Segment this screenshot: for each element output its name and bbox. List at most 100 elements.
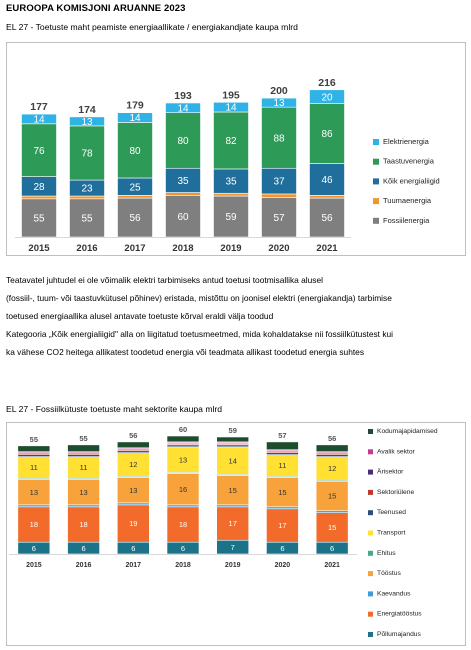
- data-label: 80: [177, 136, 189, 147]
- data-label: 55: [81, 214, 93, 225]
- bar-segment-toostus: [266, 476, 299, 508]
- data-label: 37: [273, 177, 285, 188]
- total-label: 200: [270, 85, 288, 97]
- bar-segment-fossiilenergia: [165, 195, 201, 238]
- legend-label-avalik-sektor: Avalik sektor: [377, 448, 416, 455]
- total-label: 56: [328, 434, 336, 443]
- bar-segment-koik-energialiigid: [213, 168, 249, 194]
- bar-segment-energiatoostus: [17, 506, 51, 543]
- bar-segment-tuumaenergia: [117, 195, 153, 199]
- data-label: 18: [30, 520, 38, 529]
- data-label: 86: [321, 129, 333, 140]
- data-label: 14: [129, 113, 141, 124]
- x-tick-label: 2016: [76, 243, 97, 254]
- data-label: 6: [181, 544, 185, 553]
- legend-label-sektoriulene: Sektoriülene: [377, 489, 414, 496]
- bar-segment-taastuvenergia: [213, 111, 249, 170]
- bar-segment-tuumaenergia: [165, 192, 201, 196]
- legend-label-kaevandus: Kaevandus: [377, 590, 411, 597]
- data-label: 6: [131, 544, 135, 553]
- paragraph-line: (fossiil-, tuum- või taastuvkütusel põhi…: [6, 293, 392, 303]
- bar-segment-kodumajapidamised: [315, 444, 349, 453]
- data-label: 23: [81, 184, 93, 195]
- bar-segment-fossiilenergia: [309, 197, 345, 238]
- bar-segment-elektrienergia: [213, 101, 249, 113]
- figure1-caption: EL 27 - Toetuste maht peamiste energiaal…: [6, 22, 298, 32]
- total-label: 177: [30, 101, 48, 113]
- bar-segment-taastuvenergia: [261, 106, 297, 169]
- data-label: 15: [278, 488, 286, 497]
- data-label: 13: [79, 488, 87, 497]
- data-label: 15: [328, 523, 336, 532]
- data-label: 17: [229, 519, 237, 528]
- paragraph-line: toetused energiaallika alusel antavate t…: [6, 311, 274, 321]
- legend-label-kodumajapidamised: Kodumajapidamised: [377, 428, 438, 435]
- fossil-sector-chart-svg: 6 18 13 11 55 2015 6 18 13 11 55 2016 6 19 13 12 56 2017 6…: [9, 425, 438, 638]
- bar-segment-kodumajapidamised: [17, 445, 51, 453]
- legend-label-energiatoostus: Energiatööstus: [377, 611, 422, 618]
- data-label: 18: [179, 520, 187, 529]
- total-label: 55: [79, 434, 87, 443]
- bar-segment-toostus: [315, 480, 349, 512]
- legend-label-pollumajandus: Põllumajandus: [377, 631, 422, 638]
- data-label: 11: [80, 463, 88, 472]
- x-tick-label: 2017: [125, 562, 141, 569]
- bar-segment-koik-energialiigid: [165, 167, 201, 193]
- total-label: 195: [222, 89, 240, 101]
- bar-segment-tuumaenergia: [309, 195, 345, 199]
- data-label: 12: [129, 460, 137, 469]
- data-label: 13: [273, 98, 285, 109]
- data-label: 11: [279, 461, 287, 470]
- legend-swatch-arisektor: [368, 469, 373, 475]
- bar-segment-elektrienergia: [309, 89, 345, 104]
- legend-swatch-kaevandus: [368, 591, 373, 597]
- bar-segment-tuumaenergia: [21, 195, 57, 200]
- data-label: 13: [129, 486, 137, 495]
- bar-segment-energiatoostus: [116, 504, 150, 543]
- data-label: 20: [321, 92, 333, 103]
- data-label: 6: [280, 544, 284, 553]
- data-label: 55: [33, 214, 45, 225]
- data-label: 18: [79, 520, 87, 529]
- data-label: 15: [229, 486, 237, 495]
- data-label: 16: [179, 485, 187, 494]
- data-label: 88: [273, 133, 285, 144]
- bar-segment-energiatoostus: [166, 506, 200, 543]
- total-label: 193: [174, 90, 192, 102]
- data-label: 17: [278, 521, 286, 530]
- bar-segment-tuumaenergia: [261, 193, 297, 198]
- legend-swatch-toostus: [368, 571, 373, 577]
- bar-segment-kodumajapidamised: [116, 441, 150, 449]
- total-label: 60: [179, 425, 187, 434]
- legend-swatch-avalik-sektor: [368, 449, 373, 455]
- bar-segment-toostus: [116, 476, 150, 504]
- data-label: 14: [33, 115, 45, 126]
- bar-segment-tuumaenergia: [69, 195, 105, 200]
- data-label: 76: [33, 146, 45, 157]
- legend-label-ehitus: Ehitus: [377, 550, 396, 557]
- data-label: 60: [177, 212, 189, 223]
- bar-segment-elektrienergia: [21, 113, 57, 125]
- data-label: 57: [273, 213, 285, 224]
- legend-label-taastuvenergia: Taastuvenergia: [383, 157, 435, 166]
- bar-segment-taastuvenergia: [165, 112, 201, 169]
- bar-segment-toostus: [17, 478, 51, 506]
- bar-segment-kodumajapidamised: [67, 444, 100, 453]
- x-tick-label: 2018: [172, 243, 193, 254]
- data-label: 6: [330, 544, 334, 553]
- legend-label-toostus: Tööstus: [377, 570, 401, 577]
- total-label: 59: [229, 426, 237, 435]
- legend-label-tuumaenergia: Tuumaenergia: [383, 196, 432, 205]
- legend-swatch-transport: [368, 530, 373, 536]
- data-label: 11: [30, 463, 38, 472]
- paragraph-line: Kategooria „Kõik energialiigid" alla on …: [6, 329, 394, 339]
- bar-segment-kodumajapidamised: [216, 436, 250, 443]
- fossil-sector-chart: 6 18 13 11 55 2015 6 18 13 11 55 2016 6 19 13 12 56 2017 6…: [6, 422, 466, 646]
- bar-segment-elektrienergia: [117, 112, 153, 123]
- x-tick-label: 2020: [275, 562, 291, 569]
- legend-swatch-elektrienergia: [373, 139, 379, 145]
- bar-segment-transport: [166, 446, 200, 473]
- data-label: 14: [177, 103, 189, 114]
- data-label: 28: [33, 182, 45, 193]
- data-label: 80: [129, 146, 141, 157]
